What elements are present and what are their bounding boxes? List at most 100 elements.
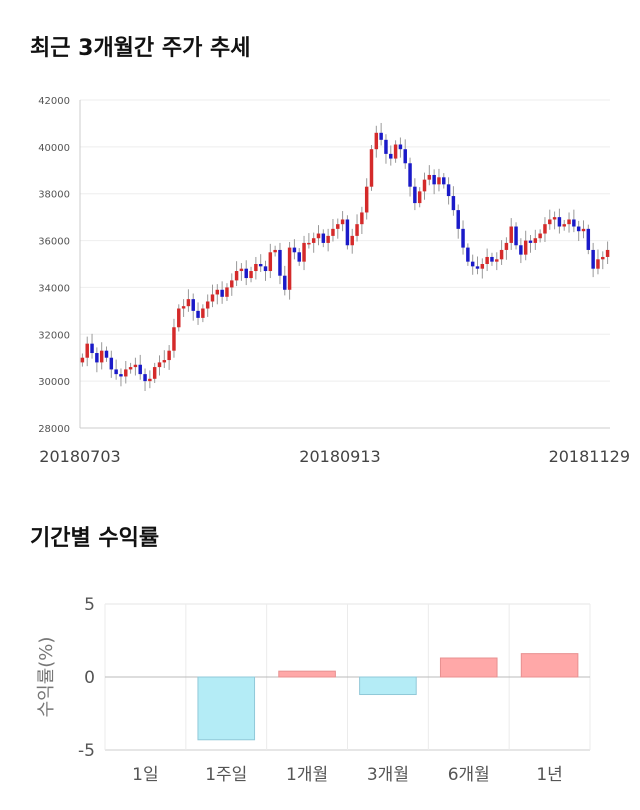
- y-tick-label: 40000: [38, 143, 70, 154]
- candle: [152, 367, 157, 379]
- category-label: 1주일: [205, 765, 247, 785]
- candle: [230, 280, 234, 288]
- candle: [278, 249, 282, 276]
- returns-bar-chart: -5 0 5 수익률(%) 1일 1주일 1개월 3개월 6개월 1년: [36, 595, 591, 785]
- candlestick-chart: 28000 30000 32000 34000 36000 38000 40000 42000…: [38, 96, 630, 466]
- candle: [249, 271, 253, 279]
- candle: [244, 268, 248, 279]
- candle: [591, 249, 595, 269]
- candle: [336, 224, 340, 229]
- candle: [355, 224, 359, 236]
- candle: [99, 350, 104, 363]
- candle: [157, 362, 162, 368]
- candle: [480, 264, 485, 269]
- candle: [268, 252, 273, 272]
- candle: [263, 266, 268, 272]
- returns-title: 기간별 수익률: [30, 526, 160, 551]
- candle: [572, 219, 576, 227]
- return-bar: [359, 676, 417, 696]
- candle: [114, 369, 118, 375]
- return-bar: [520, 653, 579, 678]
- return-bar: [197, 676, 256, 741]
- candle: [210, 294, 215, 302]
- candle: [138, 364, 142, 375]
- candle: [258, 264, 263, 267]
- category-label: 6개월: [448, 765, 490, 785]
- candle: [350, 235, 354, 246]
- candle: [109, 357, 114, 370]
- candle: [360, 212, 364, 225]
- candle: [384, 139, 388, 154]
- candle: [398, 144, 403, 150]
- candle: [311, 238, 316, 243]
- y-tick-label: 38000: [38, 190, 70, 201]
- candle: [369, 149, 374, 187]
- candle: [292, 247, 297, 253]
- candle: [567, 219, 571, 225]
- candle: [548, 219, 552, 225]
- candle: [205, 301, 210, 309]
- candle: [581, 228, 586, 232]
- candle: [514, 226, 518, 246]
- candle: [519, 245, 523, 255]
- candle: [254, 264, 258, 272]
- candle: [586, 228, 591, 250]
- candle: [601, 256, 605, 260]
- y-tick-label: 36000: [38, 237, 70, 248]
- y-tick-label: 30000: [38, 377, 70, 388]
- x-tick-label: 20180703: [39, 447, 120, 466]
- candle: [495, 259, 499, 262]
- candle: [504, 242, 509, 250]
- candle: [95, 353, 99, 363]
- candle: [172, 327, 176, 351]
- candle: [379, 132, 383, 140]
- candle: [345, 219, 350, 246]
- candle: [538, 233, 542, 239]
- stock-trend-title: 최근 3개월간 주가 추세: [30, 36, 251, 61]
- candle: [413, 186, 417, 204]
- category-label: 3개월: [367, 765, 409, 785]
- candle: [321, 233, 326, 243]
- y-tick-label: -5: [78, 741, 95, 761]
- candle: [340, 219, 345, 225]
- candle: [427, 174, 432, 180]
- candle: [104, 350, 109, 358]
- candle: [470, 261, 475, 267]
- candle: [302, 242, 306, 262]
- category-label: 1개월: [286, 765, 328, 785]
- candle: [283, 275, 287, 290]
- candle: [119, 374, 123, 377]
- candle: [485, 256, 489, 264]
- candle: [225, 287, 229, 297]
- candle: [475, 266, 480, 269]
- candle: [148, 378, 152, 382]
- y-axis-label: 수익률(%): [36, 637, 57, 718]
- candle: [490, 256, 494, 262]
- y-tick-label: 42000: [38, 96, 70, 107]
- candle: [557, 217, 562, 227]
- y-tick-label: 0: [84, 668, 95, 688]
- candle: [297, 252, 301, 262]
- candle: [85, 343, 89, 358]
- y-tick-label: 28000: [38, 424, 70, 435]
- candle: [562, 224, 566, 227]
- category-label: 1일: [132, 765, 158, 785]
- candle: [307, 242, 311, 245]
- candle: [466, 247, 470, 262]
- candle: [215, 289, 220, 295]
- candle: [509, 226, 513, 243]
- candle: [461, 228, 465, 248]
- candle: [143, 374, 147, 382]
- candle: [552, 217, 557, 220]
- candle: [133, 364, 138, 368]
- candle: [287, 247, 292, 290]
- candle: [446, 184, 451, 197]
- candle: [437, 177, 441, 185]
- y-tick-label: 32000: [38, 330, 70, 341]
- candle: [239, 268, 244, 272]
- candle: [403, 149, 407, 164]
- candle: [80, 357, 85, 363]
- candle: [273, 249, 277, 253]
- candle: [543, 224, 547, 234]
- candle: [364, 186, 369, 213]
